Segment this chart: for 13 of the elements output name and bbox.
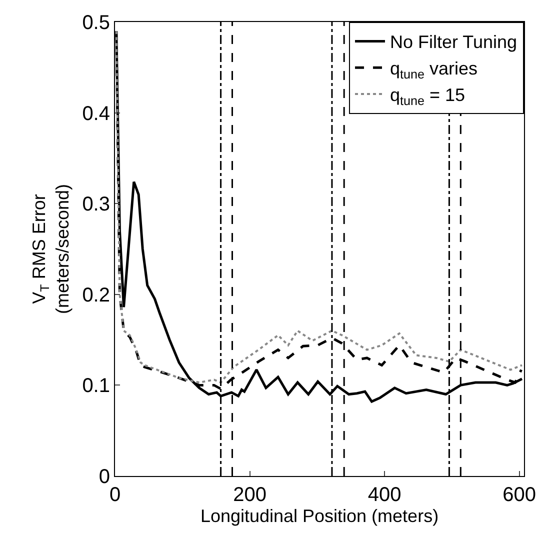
y-tick-label: 0.4 [82,102,110,125]
x-tick-label: 400 [368,484,402,506]
y-tick-label: 0 [98,466,110,488]
y-tick-label: 0.2 [82,284,110,306]
legend-label: q$_{tune}$ = 15 [390,85,466,108]
y-tick-label: 0.1 [82,375,110,398]
legend-label: q$_{tune}$ varies [390,58,478,82]
x-tick-label: 200 [233,484,266,506]
y-tick-label: 0.5 [82,12,110,34]
x-tick-label: 600 [502,484,536,506]
y-tick-label: 0.3 [82,194,110,216]
x-axis-title: Longitudinal Position (meters) [200,506,439,526]
legend-label: No Filter Tuning [390,32,518,52]
